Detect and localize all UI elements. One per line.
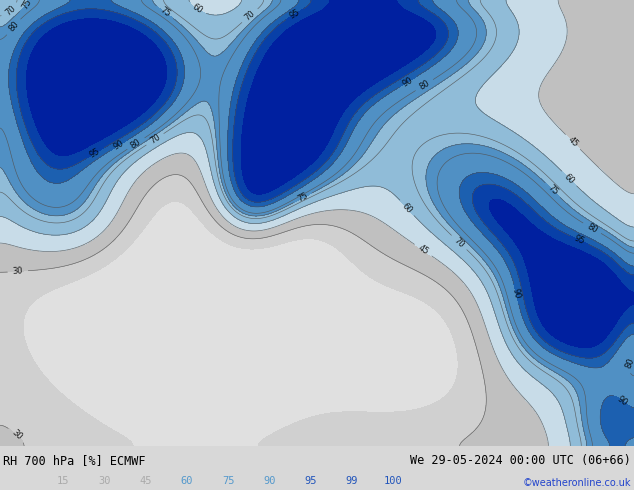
Text: 80: 80 — [6, 20, 20, 34]
Text: ©weatheronline.co.uk: ©weatheronline.co.uk — [522, 478, 631, 488]
Text: 70: 70 — [452, 236, 466, 249]
Text: 75: 75 — [158, 5, 172, 19]
Text: 95: 95 — [88, 147, 102, 160]
Text: 75: 75 — [222, 476, 235, 487]
Text: 60: 60 — [400, 201, 414, 215]
Text: 90: 90 — [401, 75, 415, 88]
Text: 15: 15 — [57, 476, 70, 487]
Text: 80: 80 — [417, 78, 431, 92]
Text: 75: 75 — [20, 0, 33, 11]
Text: 70: 70 — [148, 133, 162, 146]
Text: 80: 80 — [585, 221, 599, 235]
Text: 75: 75 — [296, 192, 309, 204]
Text: 30: 30 — [98, 476, 111, 487]
Text: We 29-05-2024 00:00 UTC (06+66): We 29-05-2024 00:00 UTC (06+66) — [410, 454, 631, 467]
Text: 30: 30 — [10, 428, 23, 442]
Text: 95: 95 — [304, 476, 317, 487]
Text: 30: 30 — [12, 267, 23, 276]
Text: 45: 45 — [139, 476, 152, 487]
Text: 70: 70 — [3, 3, 17, 17]
Text: 75: 75 — [546, 183, 560, 197]
Text: 60: 60 — [190, 2, 204, 16]
Text: 60: 60 — [181, 476, 193, 487]
Text: 95: 95 — [573, 234, 586, 246]
Text: 80: 80 — [624, 357, 634, 370]
Text: 60: 60 — [562, 172, 576, 186]
Text: 90: 90 — [112, 139, 126, 152]
Text: 90: 90 — [263, 476, 276, 487]
Text: 45: 45 — [566, 135, 579, 149]
Text: 70: 70 — [243, 9, 257, 23]
Text: 100: 100 — [384, 476, 403, 487]
Text: 80: 80 — [129, 137, 143, 150]
Text: 99: 99 — [346, 476, 358, 487]
Text: 90: 90 — [511, 288, 522, 300]
Text: 95: 95 — [288, 8, 302, 21]
Text: 45: 45 — [417, 244, 430, 257]
Text: 90: 90 — [616, 394, 630, 408]
Text: RH 700 hPa [%] ECMWF: RH 700 hPa [%] ECMWF — [3, 454, 146, 467]
